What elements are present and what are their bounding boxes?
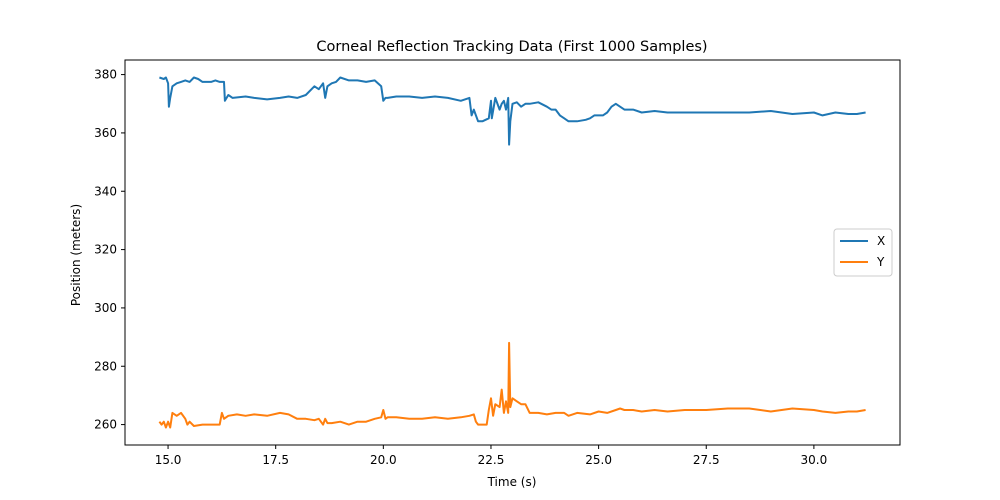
x-tick-label: 27.5	[693, 453, 720, 467]
y-tick-label: 280	[94, 359, 117, 373]
x-axis-label: Time (s)	[487, 475, 537, 489]
x-tick-label: 15.0	[155, 453, 182, 467]
series-line-x	[159, 76, 866, 146]
y-tick-label: 260	[94, 418, 117, 432]
y-tick-label: 340	[94, 184, 117, 198]
legend-label-x: X	[877, 234, 885, 248]
x-tick-label: 22.5	[478, 453, 505, 467]
y-tick-label: 320	[94, 243, 117, 257]
x-tick-label: 30.0	[801, 453, 828, 467]
legend: X Y	[833, 228, 893, 277]
series-line-y	[158, 341, 866, 429]
y-axis-label: Position (meters)	[69, 204, 83, 306]
chart-title: Corneal Reflection Tracking Data (First …	[316, 39, 707, 55]
legend-label-y: Y	[876, 255, 885, 269]
y-tick-label: 360	[94, 126, 117, 140]
y-tick-label: 380	[94, 68, 117, 82]
plot-frame	[124, 59, 901, 446]
x-tick-label: 17.5	[262, 453, 289, 467]
y-tick-label: 300	[94, 301, 117, 315]
x-axis-ticks: 15.0 17.5 20.0 22.5 25.0 27.5 30.0	[155, 445, 828, 467]
plot-area	[124, 59, 901, 446]
y-axis-ticks: 260 280 300 320 340 360 380	[94, 68, 125, 432]
x-tick-label: 20.0	[370, 453, 397, 467]
x-tick-label: 25.0	[585, 453, 612, 467]
